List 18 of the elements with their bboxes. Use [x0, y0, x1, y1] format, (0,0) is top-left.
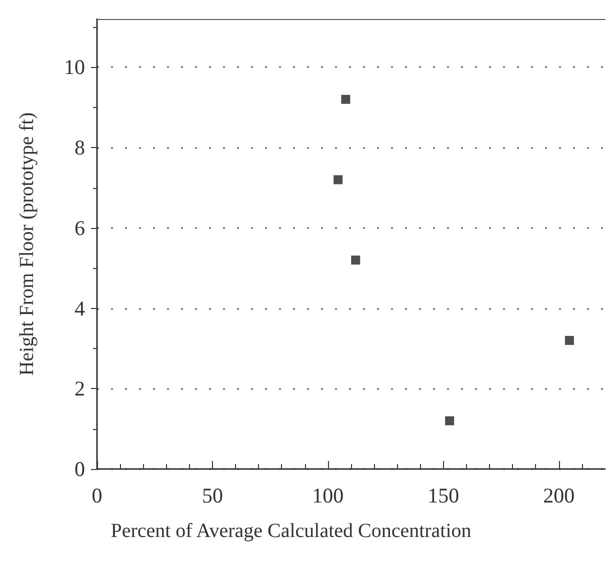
y-tick-label: 6 [74, 216, 85, 240]
y-tick-label: 10 [64, 55, 85, 80]
x-tick-label: 50 [202, 484, 223, 508]
y-tick-label: 2 [74, 376, 85, 401]
y-tick-label: 8 [74, 136, 85, 160]
point [334, 175, 343, 184]
x-axis-title: Percent of Average Calculated Concentration [110, 520, 472, 542]
y-tick-label: 4 [74, 296, 86, 320]
point [445, 416, 454, 426]
x-tick-label: 0 [92, 484, 102, 508]
x-tick-label: 100 [312, 484, 344, 508]
point [341, 94, 350, 104]
y-axis-title: Height From Floor (prototype ft) [16, 112, 38, 376]
x-tick-label: 150 [428, 484, 460, 508]
x-tick-label: 200 [543, 484, 575, 508]
point [351, 256, 360, 265]
y-tick-label: 0 [74, 457, 85, 481]
point [564, 336, 574, 345]
